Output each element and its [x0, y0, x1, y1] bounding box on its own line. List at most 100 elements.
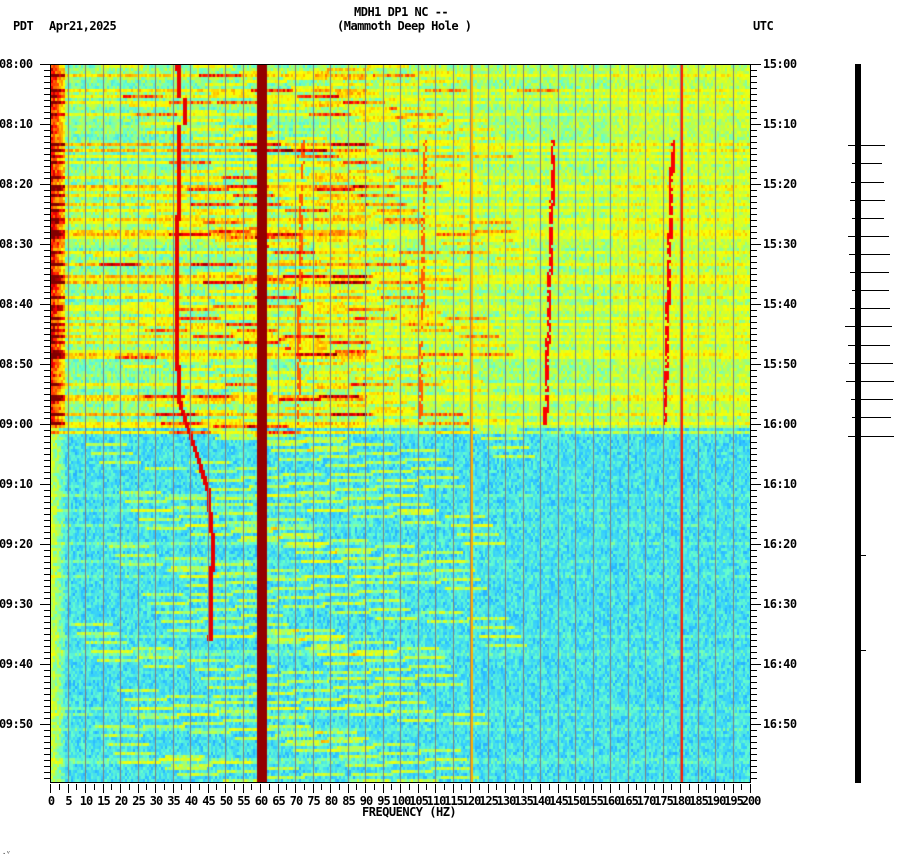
y-tick-right: [751, 340, 757, 341]
y-tick-label-left: 08:00: [0, 57, 33, 71]
y-tick-left: [44, 418, 50, 419]
y-tick-left: [44, 154, 50, 155]
y-tick-right: [751, 676, 757, 677]
y-tick-right: [751, 478, 757, 479]
y-tick-right: [751, 544, 761, 545]
y-tick-left: [44, 88, 50, 89]
y-tick-right: [751, 406, 757, 407]
x-tick-label: 150: [566, 794, 587, 808]
y-tick-label-right: 15:50: [763, 357, 797, 371]
x-tick: [689, 784, 690, 790]
y-tick-left: [44, 166, 50, 167]
x-tick-label: 130: [496, 794, 517, 808]
x-tick: [409, 784, 410, 790]
y-tick-right: [751, 166, 757, 167]
y-tick-right: [751, 718, 757, 719]
y-tick-right: [751, 142, 757, 143]
x-tick: [733, 784, 734, 793]
y-tick-right: [751, 682, 757, 683]
y-tick-left: [44, 742, 50, 743]
y-tick-left: [44, 496, 50, 497]
x-tick: [715, 784, 716, 793]
x-tick: [339, 784, 340, 790]
y-tick-right: [751, 442, 757, 443]
seismogram-spike: [849, 254, 890, 255]
x-tick-label: 155: [584, 794, 604, 808]
y-tick-left: [44, 400, 50, 401]
y-tick-left: [44, 100, 50, 101]
x-tick: [234, 784, 235, 790]
y-tick-left: [44, 274, 50, 275]
y-tick-right: [751, 418, 757, 419]
y-tick-right: [751, 748, 757, 749]
x-tick-label: 40: [184, 794, 198, 808]
y-tick-left: [44, 286, 50, 287]
y-tick-left: [44, 490, 50, 491]
y-tick-right: [751, 454, 757, 455]
x-tick: [741, 784, 742, 790]
y-tick-right: [751, 388, 757, 389]
y-tick-left: [44, 136, 50, 137]
x-tick: [558, 784, 559, 793]
y-tick-label-right: 15:00: [763, 57, 797, 71]
y-tick-left: [44, 700, 50, 701]
y-tick-right: [751, 274, 757, 275]
y-tick-left: [44, 718, 50, 719]
x-tick-label: 95: [377, 794, 390, 808]
y-tick-right: [751, 556, 757, 557]
y-tick-left: [44, 532, 50, 533]
y-tick-label-left: 09:30: [0, 597, 33, 611]
y-tick-left: [44, 502, 50, 503]
y-tick-left: [44, 340, 50, 341]
y-tick-right: [751, 532, 757, 533]
seismogram-spike: [850, 200, 885, 201]
x-tick-label: 50: [219, 794, 233, 808]
y-tick-right: [751, 256, 757, 257]
y-tick-left: [44, 646, 50, 647]
y-tick-left: [40, 364, 50, 365]
y-tick-right: [751, 106, 757, 107]
x-tick-label: 35: [167, 794, 180, 808]
y-tick-left: [44, 562, 50, 563]
y-tick-right: [751, 736, 757, 737]
x-tick-label: 70: [289, 794, 303, 808]
x-tick: [698, 784, 699, 793]
x-tick-label: 30: [149, 794, 163, 808]
y-tick-right: [751, 616, 757, 617]
y-tick-left: [40, 124, 50, 125]
y-tick-left: [44, 730, 50, 731]
x-tick: [321, 784, 322, 790]
x-tick-label: 195: [724, 794, 744, 808]
x-tick-label: 0: [47, 794, 55, 808]
y-tick-left: [44, 256, 50, 257]
y-tick-right: [751, 160, 757, 161]
x-tick: [208, 784, 209, 793]
x-tick: [304, 784, 305, 790]
y-tick-label-right: 16:10: [763, 477, 797, 491]
y-tick-right: [751, 328, 757, 329]
y-tick-left: [44, 610, 50, 611]
y-tick-right: [751, 772, 757, 773]
y-tick-left: [44, 82, 50, 83]
y-tick-right: [751, 472, 757, 473]
y-tick-left: [44, 628, 50, 629]
y-tick-left: [44, 676, 50, 677]
x-tick: [566, 784, 567, 790]
y-tick-right: [751, 232, 757, 233]
y-tick-left: [44, 454, 50, 455]
y-tick-label-left: 08:30: [0, 237, 33, 251]
spectrogram-heatmap: [51, 65, 750, 782]
y-tick-left: [44, 670, 50, 671]
y-tick-left: [44, 766, 50, 767]
x-tick-label: 100: [391, 794, 412, 808]
seismogram-spike: [848, 236, 889, 237]
x-tick: [601, 784, 602, 790]
y-tick-left: [44, 388, 50, 389]
y-tick-left: [44, 226, 50, 227]
y-tick-right: [751, 568, 757, 569]
x-tick-label: 165: [619, 794, 639, 808]
y-tick-left: [44, 466, 50, 467]
y-tick-left: [44, 328, 50, 329]
y-tick-right: [751, 220, 757, 221]
y-tick-right: [751, 712, 757, 713]
